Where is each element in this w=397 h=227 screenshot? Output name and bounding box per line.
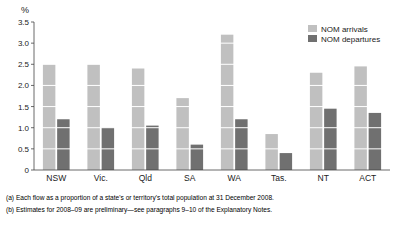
segment-line [34,22,390,23]
footnote: (b) Estimates for 2008–09 are preliminar… [6,206,272,214]
y-tick [31,43,34,44]
legend: NOM arrivalsNOM departures [308,25,380,44]
x-tick-label: Qld [139,173,153,183]
x-axis: NSW Vic. Qld SA WA Tas. NT ACT [46,173,376,183]
y-axis-label: % [21,5,29,15]
segment-line [34,64,390,65]
bar [146,126,158,170]
x-tick-label: NT [318,173,329,183]
y-axis-line [34,22,35,170]
bar [280,153,292,170]
chart: 0 0.5 1.0 1.5 2.0 2.5 3.0 3.5 NSW Vic. Qld SA WA Tas.… [0,0,397,227]
y-tick [31,22,34,23]
y-axis: 0 0.5 1.0 1.5 2.0 2.5 3.0 3.5 [18,18,390,175]
x-tick-label: Tas. [271,173,287,183]
x-tick-label: Vic. [94,173,108,183]
y-tick-label: 1.0 [18,124,30,133]
segment-line [34,148,390,149]
x-tick-label: ACT [359,173,376,183]
legend-label: NOM departures [321,35,380,44]
bar [57,119,69,170]
y-tick-label: 2.5 [18,60,30,69]
bars [43,35,381,170]
y-tick-label: 0 [25,166,30,175]
y-tick [31,85,34,86]
bar [87,64,99,170]
bar [265,134,277,170]
y-tick [31,148,34,149]
legend-label: NOM arrivals [321,25,368,34]
y-tick [31,106,34,107]
segment-line [34,106,390,107]
x-tick-label: NSW [46,173,66,183]
bar [43,64,55,170]
bar [221,35,233,170]
y-tick [31,64,34,65]
bar [324,109,336,170]
footnote: (a) Each flow as a proportion of a state… [6,194,274,202]
y-tick-label: 1.5 [18,103,30,112]
segment-line [34,85,390,86]
y-tick-label: 0.5 [18,145,30,154]
bar [310,73,322,170]
x-tick-label: WA [228,173,242,183]
bar [235,119,247,170]
y-tick-label: 3.0 [18,39,30,48]
x-tick-label: SA [184,173,196,183]
bar [354,66,366,170]
legend-swatch [308,25,317,32]
bar [132,69,144,170]
y-tick [31,170,34,171]
bar [369,113,381,170]
bar [176,98,188,170]
x-axis-line [34,170,390,171]
segment-line [34,127,390,128]
y-tick-label: 2.0 [18,81,30,90]
legend-swatch [308,35,317,42]
y-tick [31,127,34,128]
y-tick-label: 3.5 [18,18,30,27]
